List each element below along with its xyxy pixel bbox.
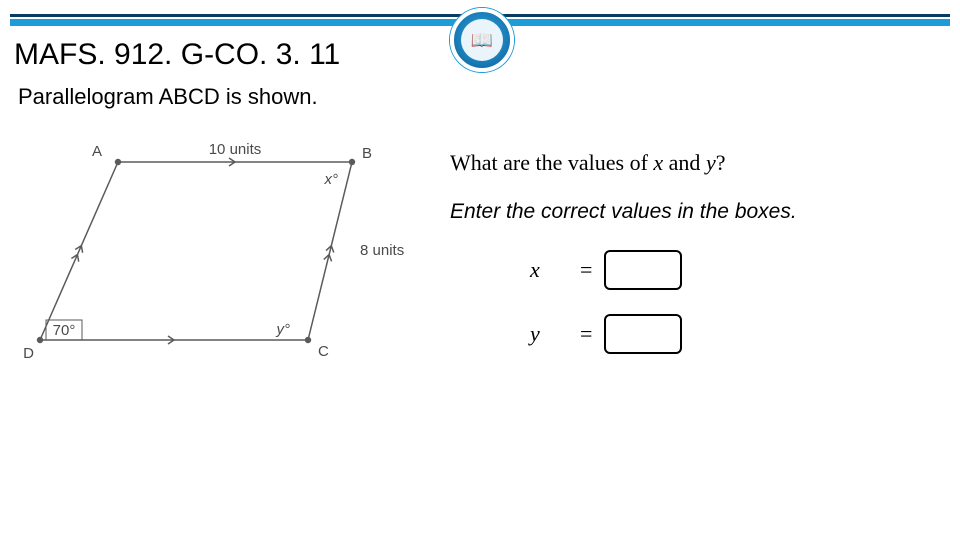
instruction-text: Enter the correct values in the boxes. [450, 200, 797, 224]
parallelogram-diagram: A B C D 10 units 8 units 70° x° y° [20, 140, 420, 390]
svg-text:8 units: 8 units [360, 242, 404, 259]
question-suffix: ? [716, 150, 726, 175]
svg-text:D: D [23, 345, 34, 362]
answer-eq-y: = [580, 321, 604, 347]
question-var-x: x [653, 150, 663, 175]
svg-text:C: C [318, 343, 329, 360]
answer-label-x: x [530, 257, 580, 283]
answer-area: x = y = [530, 250, 682, 378]
svg-text:y°: y° [276, 321, 291, 338]
question-text: What are the values of x and y? [450, 150, 725, 176]
svg-text:A: A [92, 143, 102, 160]
answer-row-x: x = [530, 250, 682, 290]
book-icon: 📖 [461, 19, 503, 61]
standard-code: MAFS. 912. G-CO. 3. 11 [14, 38, 340, 72]
answer-label-y: y [530, 321, 580, 347]
answer-row-y: y = [530, 314, 682, 354]
svg-text:10 units: 10 units [209, 141, 262, 158]
answer-eq-x: = [580, 257, 604, 283]
svg-text:x°: x° [324, 171, 339, 188]
school-logo: 📖 [450, 8, 514, 72]
problem-subtitle: Parallelogram ABCD is shown. [18, 84, 318, 110]
question-prefix: What are the values of [450, 150, 653, 175]
svg-text:70°: 70° [53, 322, 76, 339]
svg-text:B: B [362, 145, 372, 162]
question-var-y: y [706, 150, 716, 175]
answer-input-x[interactable] [604, 250, 682, 290]
header-bar: 📖 [10, 14, 950, 28]
answer-input-y[interactable] [604, 314, 682, 354]
question-conj: and [663, 150, 706, 175]
